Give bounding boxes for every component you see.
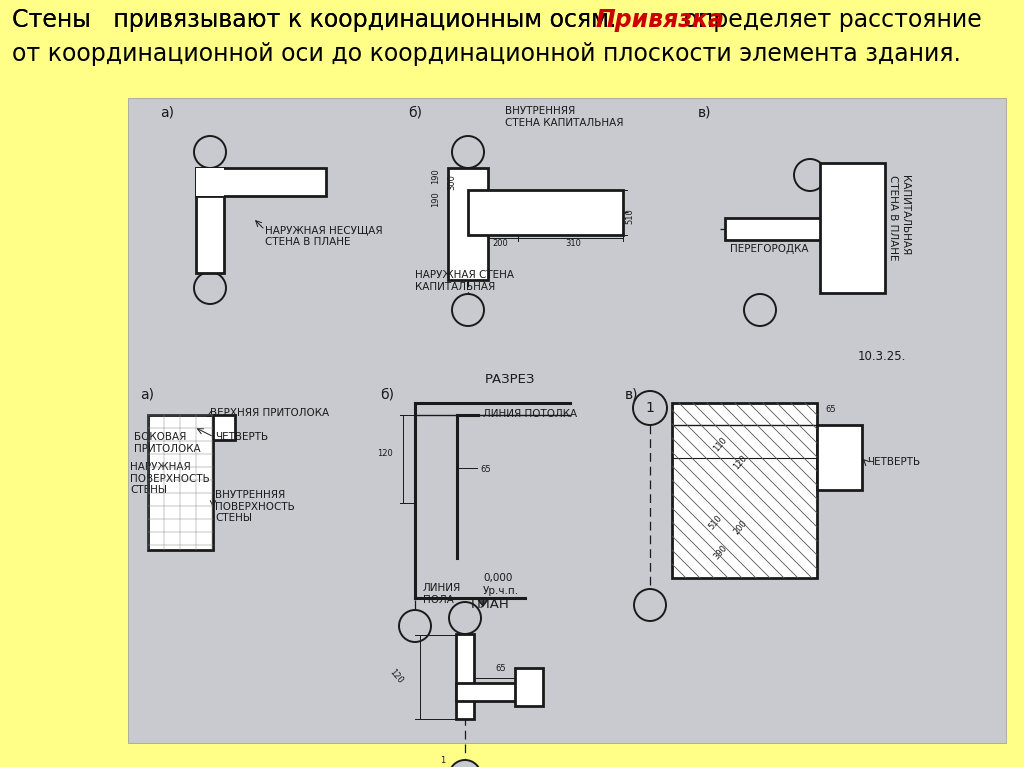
Bar [725,218,825,240]
Bar [449,168,488,280]
Text: НАРУЖНАЯ СТЕНА
КАПИТАЛЬНАЯ: НАРУЖНАЯ СТЕНА КАПИТАЛЬНАЯ [415,270,514,291]
Text: 120: 120 [388,667,406,685]
Text: 1: 1 [645,401,654,415]
Text: ВНУТРЕННЯЯ
СТЕНА КАПИТАЛЬНАЯ: ВНУТРЕННЯЯ СТЕНА КАПИТАЛЬНАЯ [505,106,624,127]
Polygon shape [477,598,489,606]
Text: ЧЕТВЕРТЬ: ЧЕТВЕРТЬ [215,432,268,442]
Bar [196,168,224,273]
Text: ПЛАН: ПЛАН [471,598,509,611]
Text: 120: 120 [732,453,749,471]
Bar [196,168,224,196]
Bar [456,634,474,719]
Text: 65: 65 [825,405,836,414]
Text: ВЕРХНЯЯ ПРИТОЛОКА: ВЕРХНЯЯ ПРИТОЛОКА [210,408,329,418]
Text: 110: 110 [712,435,729,453]
Circle shape [399,610,431,642]
Text: в): в) [625,388,639,402]
Text: 65: 65 [495,664,506,673]
Text: 0,000: 0,000 [483,573,512,583]
Text: 200: 200 [492,239,508,248]
Text: от координационной оси до координационной плоскости элемента здания.: от координационной оси до координационно… [12,42,961,66]
Bar [456,683,531,701]
Text: 65: 65 [480,465,490,474]
Text: Стены   привязывают к координационным осям.: Стены привязывают к координационным осям… [12,8,624,32]
Text: РАЗРЕЗ: РАЗРЕЗ [484,373,536,386]
Text: а): а) [140,388,154,402]
Bar [820,163,885,293]
Circle shape [452,136,484,168]
Circle shape [194,136,226,168]
Text: а): а) [160,105,174,119]
Text: ЛИНИЯ ПОТОЛКА: ЛИНИЯ ПОТОЛКА [483,409,578,419]
Bar [196,168,326,196]
Text: 390: 390 [712,543,729,561]
Bar [515,668,543,706]
Text: НАРУЖНАЯ
ПОВЕРХНОСТЬ
СТЕНЫ: НАРУЖНАЯ ПОВЕРХНОСТЬ СТЕНЫ [130,462,210,495]
Bar [128,98,1006,743]
Circle shape [634,589,666,621]
Circle shape [744,294,776,326]
Circle shape [794,159,826,191]
Text: Стены   привязывают к координационным осям. Привязка определяет расстояние: Стены привязывают к координационным осям… [12,8,1024,32]
Text: 300: 300 [447,174,456,190]
Text: ЛИНИЯ
ПОЛА: ЛИНИЯ ПОЛА [423,583,461,604]
Text: 120: 120 [377,449,393,457]
Circle shape [449,602,481,634]
Text: 190: 190 [431,191,440,207]
Bar [817,425,862,490]
Text: б): б) [408,105,422,119]
Text: Привязка: Привязка [596,8,725,32]
Circle shape [449,760,481,767]
Bar [213,415,234,440]
Text: 510: 510 [707,513,724,531]
Bar [148,415,213,550]
Circle shape [194,272,226,304]
Circle shape [452,294,484,326]
Bar [468,190,623,235]
Text: 310: 310 [565,239,581,248]
Circle shape [633,391,667,425]
Text: КАПИТАЛЬНАЯ
СТЕНА В ПЛАНЕ: КАПИТАЛЬНАЯ СТЕНА В ПЛАНЕ [888,175,909,261]
Text: Стены   привязывают к координационным осям.: Стены привязывают к координационным осям… [12,8,624,32]
Text: ВНУТРЕННЯЯ
ПОВЕРХНОСТЬ
СТЕНЫ: ВНУТРЕННЯЯ ПОВЕРХНОСТЬ СТЕНЫ [215,490,295,523]
Text: определяет расстояние: определяет расстояние [676,8,982,32]
Text: НАРУЖНАЯ НЕСУЩАЯ
СТЕНА В ПЛАНЕ: НАРУЖНАЯ НЕСУЩАЯ СТЕНА В ПЛАНЕ [265,225,383,247]
Text: 200: 200 [732,518,749,536]
Bar [672,403,817,578]
Bar [672,403,817,578]
Text: 190: 190 [431,168,440,184]
Text: в): в) [698,105,712,119]
Text: 10.3.25.: 10.3.25. [858,350,906,363]
Text: ПЕРЕГОРОДКА: ПЕРЕГОРОДКА [730,244,809,254]
Text: 510: 510 [625,208,634,224]
Text: БОКОВАЯ
ПРИТОЛОКА: БОКОВАЯ ПРИТОЛОКА [134,432,201,453]
Text: ЧЕТВЕРТЬ: ЧЕТВЕРТЬ [867,457,921,467]
Text: Ур.ч.п.: Ур.ч.п. [483,586,519,596]
Text: б): б) [380,388,394,402]
Text: 1: 1 [440,756,445,765]
